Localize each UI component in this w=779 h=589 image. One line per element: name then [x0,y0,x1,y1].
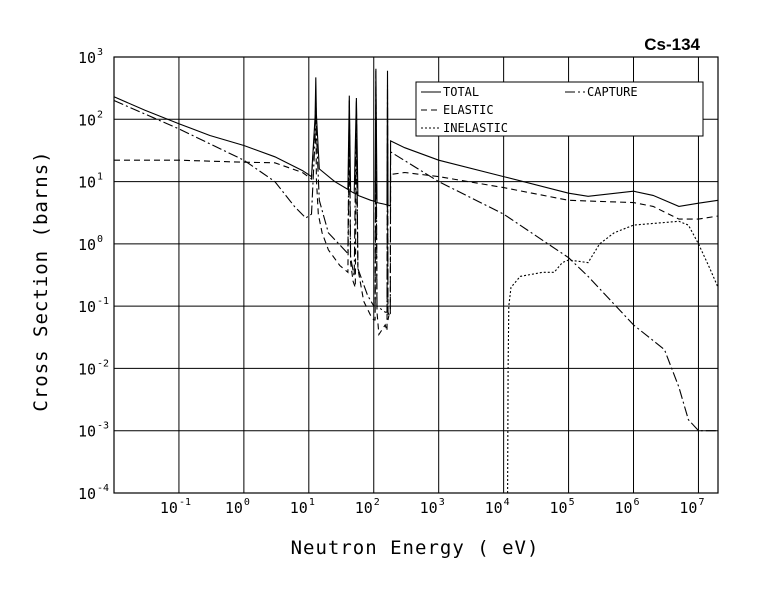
x-tick-exponent: 4 [504,497,510,508]
x-tick-base: 10 [614,499,632,517]
x-tick-label: 10 0 [225,497,250,517]
y-axis-label: Cross Section (barns) [30,150,52,411]
x-tick-exponent: 5 [569,497,575,508]
x-tick-exponent: 3 [439,497,445,508]
series-line-capture [113,70,718,432]
y-tick-label: 10 1 [78,172,103,192]
y-tick-label: 10 -3 [78,421,109,441]
y-tick-base: 10 [78,485,96,503]
legend-label: TOTAL [443,85,479,99]
y-tick-base: 10 [78,111,96,129]
x-tick-label: 10 1 [290,497,315,517]
x-tick-label: 10 -1 [160,497,191,517]
y-tick-exponent: -2 [97,358,109,369]
y-tick-exponent: -1 [97,296,109,307]
x-tick-label: 10 3 [420,497,445,517]
y-tick-label: 10 0 [78,234,103,254]
y-tick-label: 10 -1 [78,296,109,316]
x-tick-label: 10 5 [550,497,575,517]
x-tick-exponent: -1 [179,497,191,508]
legend-entry-elastic: ELASTIC [421,103,494,117]
legend-label: ELASTIC [443,103,494,117]
y-tick-exponent: 1 [97,172,103,183]
legend-entry-capture: CAPTURE [565,85,638,99]
y-tick-exponent: -4 [97,483,109,494]
y-tick-label: 10 2 [78,109,103,129]
x-tick-label: 10 6 [614,497,639,517]
y-tick-label: 10 -2 [78,358,109,378]
x-tick-base: 10 [550,499,568,517]
x-tick-exponent: 2 [374,497,380,508]
y-tick-label: 10 3 [78,47,103,67]
legend: TOTAL ELASTIC CAPTURE INELASTIC [415,81,704,137]
x-tick-label: 10 7 [679,497,704,517]
x-tick-exponent: 1 [309,497,315,508]
y-tick-exponent: 3 [97,47,103,58]
x-tick-label: 10 4 [485,497,510,517]
y-tick-exponent: 0 [97,234,103,245]
x-tick-base: 10 [679,499,697,517]
series-line-elastic [114,114,719,337]
series-line-inelastic [507,220,719,494]
x-tick-base: 10 [225,499,243,517]
x-tick-base: 10 [290,499,308,517]
series-line-total [113,68,719,207]
y-tick-exponent: 2 [97,109,103,120]
plot-frame [113,56,719,494]
series-lines [113,68,719,494]
y-tick-base: 10 [78,298,96,316]
x-tick-label: 10 2 [355,497,380,517]
x-tick-base: 10 [160,499,178,517]
x-tick-base: 10 [420,499,438,517]
y-tick-label: 10 -4 [78,483,109,503]
legend-label: CAPTURE [587,85,638,99]
legend-label: INELASTIC [443,121,508,135]
y-tick-exponent: -3 [97,421,109,432]
chart-title: Cs-134 [644,35,700,54]
x-tick-base: 10 [355,499,373,517]
legend-entry-total: TOTAL [421,85,479,99]
y-tick-base: 10 [78,360,96,378]
x-tick-exponent: 6 [634,497,640,508]
x-tick-base: 10 [485,499,503,517]
y-tick-base: 10 [78,49,96,67]
x-axis-label: Neutron Energy ( eV) [291,537,540,559]
x-tick-exponent: 7 [698,497,704,508]
y-tick-base: 10 [78,174,96,192]
legend-entry-inelastic: INELASTIC [421,121,508,135]
y-tick-base: 10 [78,423,96,441]
y-tick-base: 10 [78,236,96,254]
x-tick-exponent: 0 [244,497,250,508]
x-tick-labels: 10 -1 10 0 10 1 10 2 10 3 10 4 10 5 10 6 10 7 [160,497,705,517]
legend-box [415,81,704,137]
